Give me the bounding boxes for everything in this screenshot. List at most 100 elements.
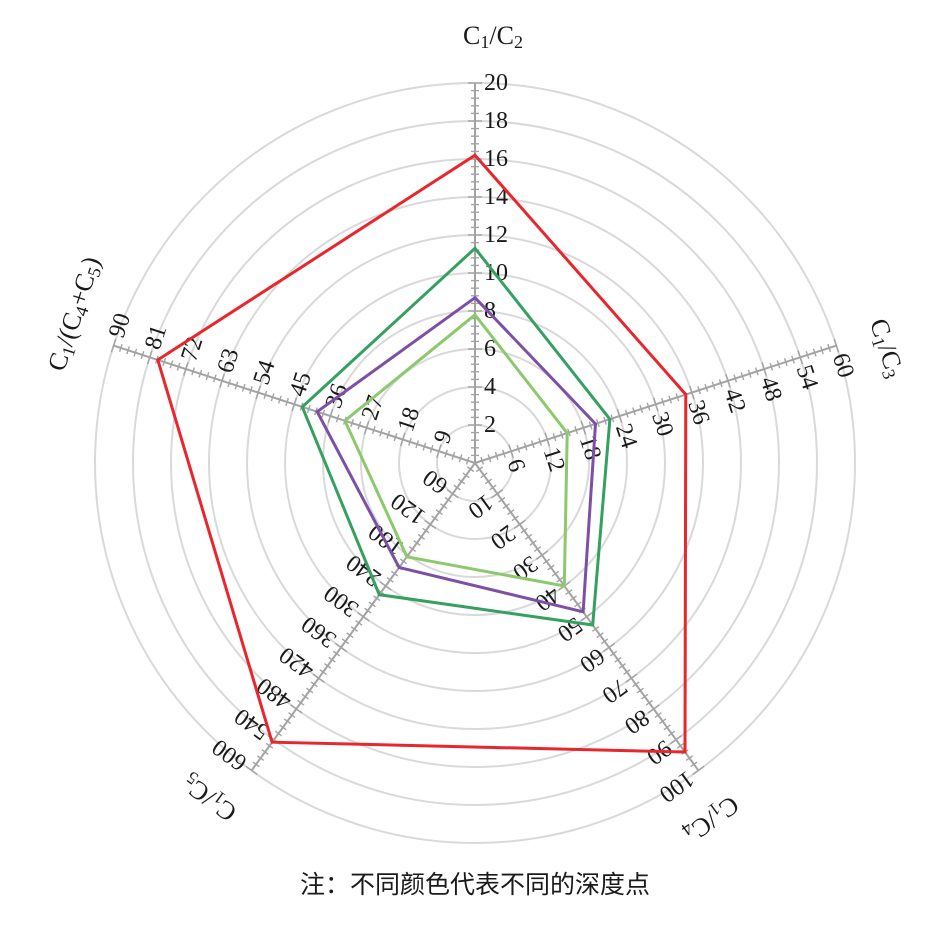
axis-minor-tick [241,383,246,392]
axis-minor-tick [435,509,443,516]
axis-minor-tick [140,350,145,359]
axis-minor-tick [465,456,470,465]
axis-minor-tick [658,718,667,725]
axis-minor-tick [588,421,593,430]
axis-major-tick [833,338,840,353]
axis-minor-tick [393,433,398,442]
axis-minor-tick [422,442,427,451]
series-line [156,153,688,754]
axis-minor-tick [632,681,640,688]
axis-major-tick [363,420,370,435]
axis-minor-tick [205,372,210,381]
axis-minor-tick [718,379,723,388]
axis-major-tick [625,673,638,683]
axis-minor-tick [754,367,759,376]
axis-minor-tick [740,372,745,381]
axis-minor-tick [350,419,355,428]
axis-minor-tick [484,478,493,485]
axis-minor-tick [567,428,571,437]
axis-minor-tick [279,724,287,731]
tick-label: 80 [619,704,654,739]
axis-minor-tick [498,496,506,503]
axis-minor-tick [357,421,362,430]
axis-minor-tick [475,466,484,473]
axis-minor-tick [820,346,824,355]
axis-major-tick [797,350,804,365]
axis-major-tick [689,385,695,400]
axis-minor-tick [516,444,521,453]
axis-major-tick [110,338,117,353]
axis-title: C1/C2 [463,21,523,53]
tick-label: 60 [575,642,610,677]
axis-minor-tick [704,383,709,392]
axis-minor-tick [368,601,376,608]
tick-label: 300 [319,580,363,622]
axis-minor-tick [685,755,694,762]
axis-major-tick [508,444,514,459]
axis-minor-tick [133,348,138,357]
axis-title: C1/C4 [678,788,745,849]
axis-minor-tick [636,687,644,694]
series-layer [156,153,688,754]
axis-minor-tick [301,693,309,700]
axis-minor-tick [623,669,631,675]
axis-minor-tick [480,472,488,479]
axis-major-tick [245,765,258,776]
axis-minor-tick [399,558,408,565]
axis-minor-tick [332,650,341,657]
tick-label: 24 [610,421,642,452]
axis-major-tick [535,550,549,560]
tick-label: 360 [297,610,341,652]
axis-major-tick [379,581,392,591]
tick-label: 30 [646,409,678,440]
axis-minor-tick [507,509,515,516]
tick-label: 6 [502,456,530,475]
axis-minor-tick [511,515,519,522]
axis-minor-tick [227,379,232,388]
axis-minor-tick [451,451,456,460]
axis-minor-tick [249,386,253,395]
tick-label: 81 [140,322,172,353]
axis-minor-tick [306,404,311,414]
tick-label: 54 [249,357,281,388]
axis-minor-tick [668,395,673,404]
axis-minor-tick [600,638,609,645]
axis-minor-tick [776,360,781,369]
axis-minor-tick [431,515,439,522]
axis-minor-tick [559,430,564,439]
axis-minor-tick [542,558,551,565]
axis-minor-tick [277,395,282,404]
axis-minor-tick [261,749,269,755]
axis-minor-tick [591,626,600,632]
axis-minor-tick [458,454,463,463]
axis-minor-tick [265,742,274,749]
axis-minor-tick [263,390,268,399]
axis-minor-tick [285,397,289,406]
axis-minor-tick [494,451,499,460]
axis-title: C1/C5 [176,767,243,828]
axis-major-tick [725,373,731,388]
axis-minor-tick [574,426,579,435]
axis-minor-tick [783,357,788,367]
axis-minor-tick [453,484,461,491]
axis-minor-tick [234,381,239,390]
axis-major-tick [616,409,623,423]
axis-minor-tick [538,437,542,446]
axis-minor-tick [364,607,372,614]
axis-minor-tick [162,357,167,367]
axis-major-tick [290,704,303,714]
axis-minor-tick [610,414,615,423]
axis-minor-tick [654,712,662,719]
axis-minor-tick [328,656,336,663]
axis-minor-tick [523,442,528,451]
tick-label: 9 [429,427,457,446]
axis-minor-tick [697,386,701,395]
axis-major-tick [424,519,437,530]
axis-title: C1/(C4+C5) [41,253,108,375]
axis-minor-tick [274,730,283,737]
axis-major-tick [652,397,659,412]
axis-minor-tick [444,496,452,503]
tick-label: 18 [574,432,606,463]
tick-label: 70 [597,673,632,708]
